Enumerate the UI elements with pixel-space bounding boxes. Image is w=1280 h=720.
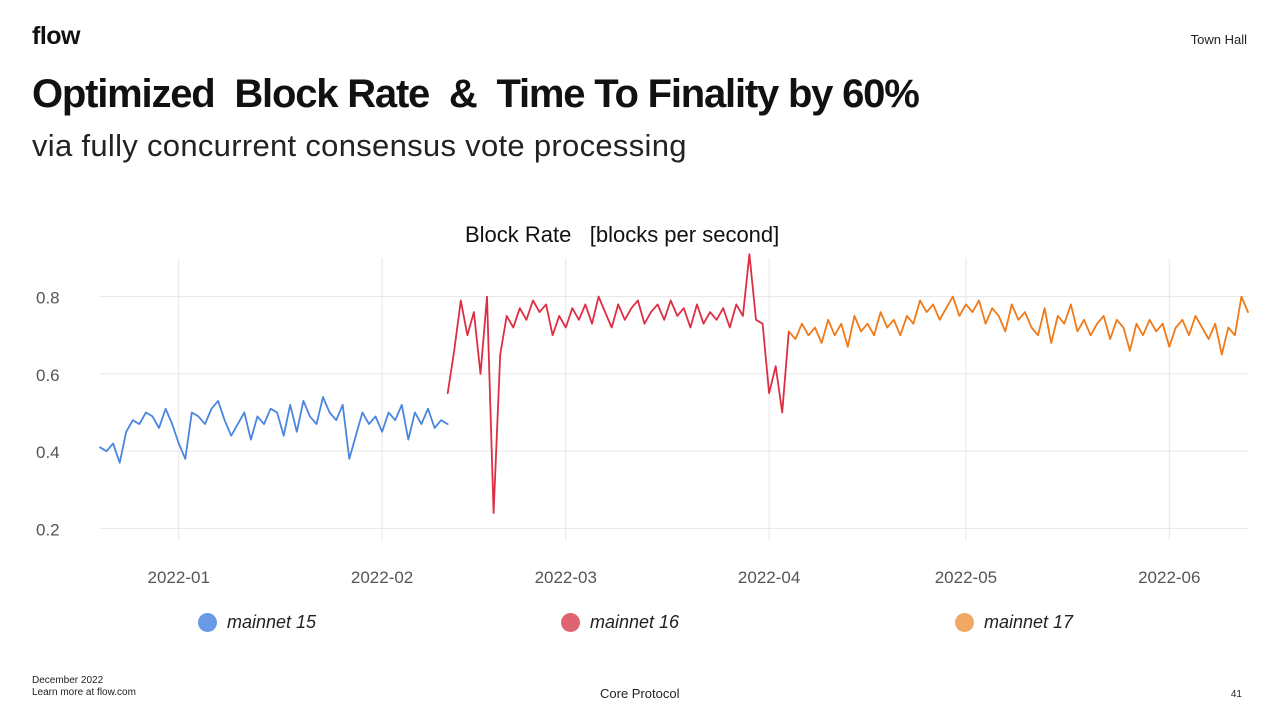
x-tick-label: 2022-01 xyxy=(148,568,210,587)
legend-item-mainnet-15: mainnet 15 xyxy=(198,612,316,633)
legend-dot-mainnet-17 xyxy=(955,613,974,632)
y-tick-label: 0.8 xyxy=(36,289,60,308)
y-tick-label: 0.2 xyxy=(36,520,60,539)
y-tick-label: 0.6 xyxy=(36,366,60,385)
y-tick-label: 0.4 xyxy=(36,443,60,462)
legend-dot-mainnet-16 xyxy=(561,613,580,632)
x-tick-label: 2022-05 xyxy=(935,568,997,587)
x-tick-label: 2022-03 xyxy=(535,568,597,587)
x-tick-label: 2022-02 xyxy=(351,568,413,587)
series-line-mainnet-17 xyxy=(787,295,1249,356)
legend-label-mainnet-17: mainnet 17 xyxy=(984,612,1074,632)
series-layer xyxy=(99,253,1249,514)
footer-link[interactable]: Learn more at flow.com xyxy=(32,687,136,698)
chart-title: Block Rate [blocks per second] xyxy=(465,222,780,247)
tick-label-layer: 0.2 0.4 0.6 0.8 2022-01 2022-02 2022-03 2022-04… xyxy=(36,289,1200,587)
x-tick-label: 2022-04 xyxy=(738,568,800,587)
grid-layer xyxy=(100,258,1248,540)
footer-info: December 2022 Learn more at flow.com xyxy=(32,675,136,699)
legend-label-mainnet-16: mainnet 16 xyxy=(590,612,680,632)
slide-subtitle: via fully concurrent consensus vote proc… xyxy=(32,128,687,163)
x-tick-label: 2022-06 xyxy=(1138,568,1200,587)
footer-section-label: Core Protocol xyxy=(600,686,680,701)
legend-label-mainnet-15: mainnet 15 xyxy=(227,612,317,632)
event-label: Town Hall xyxy=(1190,32,1247,47)
legend-item-mainnet-17: mainnet 17 xyxy=(955,612,1073,633)
page-number: 41 xyxy=(1230,689,1242,700)
series-line-mainnet-15 xyxy=(99,396,449,464)
series-line-mainnet-16 xyxy=(446,253,790,514)
footer-date: December 2022 xyxy=(32,675,104,686)
legend-dot-mainnet-15 xyxy=(198,613,217,632)
flow-logo: flow xyxy=(32,22,81,50)
slide-title: Optimized Block Rate & Time To Finality … xyxy=(32,72,920,116)
legend-item-mainnet-16: mainnet 16 xyxy=(561,612,679,633)
